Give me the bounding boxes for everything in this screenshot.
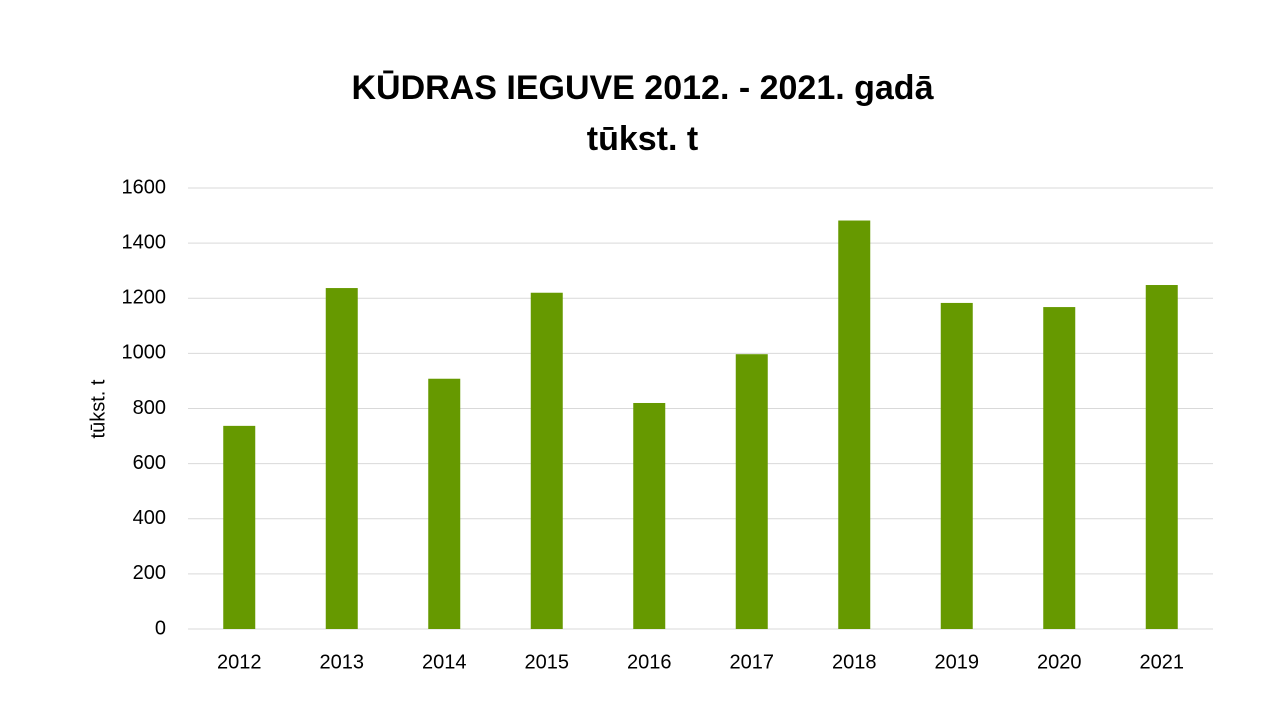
bar-2020	[1043, 307, 1076, 629]
x-tick-label: 2018	[832, 651, 877, 673]
bar-2015	[530, 292, 563, 629]
x-tick-label: 2014	[422, 651, 467, 673]
bars	[223, 220, 1178, 629]
y-tick-label: 800	[133, 397, 166, 419]
bar-2018	[838, 220, 871, 629]
y-tick-label: 200	[133, 562, 166, 584]
bar-2019	[940, 302, 973, 629]
y-tick-label: 1000	[122, 342, 167, 364]
bar-2017	[735, 354, 768, 629]
y-tick-label: 400	[133, 507, 166, 529]
x-tick-label: 2012	[217, 651, 262, 673]
y-tick-label: 0	[155, 617, 166, 639]
x-tick-label: 2017	[730, 651, 775, 673]
x-tick-label: 2016	[627, 651, 672, 673]
bar-2012	[223, 425, 256, 629]
x-tick-label: 2019	[935, 651, 980, 673]
x-tick-label: 2013	[320, 651, 365, 673]
y-axis-tick-labels: 0 200 400 600 800 1000 1200 1400 1600	[122, 176, 167, 639]
y-tick-label: 1400	[122, 231, 167, 253]
x-axis-tick-labels: 2012 2013 2014 2015 2016 2017 2018 2019 2020 2021	[217, 651, 1184, 673]
bar-2014	[428, 378, 461, 629]
x-tick-label: 2015	[525, 651, 570, 673]
chart-subtitle: tūkst. t	[586, 120, 699, 158]
bar-2021	[1145, 285, 1178, 629]
bar-2016	[633, 402, 666, 629]
gridlines	[188, 187, 1213, 630]
x-tick-label: 2020	[1037, 651, 1082, 673]
x-tick-label: 2021	[1140, 651, 1185, 673]
y-tick-label: 1200	[122, 287, 167, 309]
bar-2013	[325, 288, 358, 629]
y-tick-label: 600	[133, 452, 166, 474]
y-axis-title: tūkst. t	[87, 379, 109, 438]
y-tick-label: 1600	[122, 176, 167, 198]
chart-title: KŪDRAS IEGUVE 2012. - 2021. gadā	[351, 69, 934, 107]
